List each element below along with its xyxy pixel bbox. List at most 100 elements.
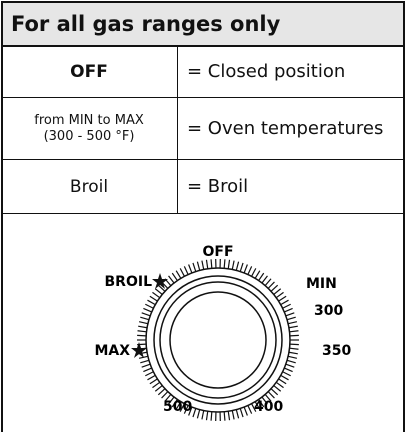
knob-tick — [289, 343, 299, 346]
knob-tick — [175, 401, 182, 410]
meaning-cell: = Broil — [187, 176, 249, 197]
knob-tick — [161, 391, 169, 399]
knob-tick — [278, 295, 287, 302]
knob-ring — [145, 267, 291, 413]
table-title: For all gas ranges only — [1, 1, 405, 47]
knob-label: MAX — [94, 343, 130, 359]
setting-cell: from MIN to MAX (300 - 500 °F) — [1, 98, 178, 159]
knob-tick — [251, 403, 257, 412]
knob-tick — [284, 367, 293, 373]
knob-tick — [247, 266, 253, 275]
knob-tick — [147, 374, 156, 381]
knob-tick — [273, 385, 282, 392]
knob-tick — [261, 396, 268, 405]
knob-tick — [192, 262, 197, 272]
knob-tick — [179, 268, 185, 277]
knob-diagram: OFF MIN 300 350 400 500 MAX BROIL — [94, 244, 351, 421]
knob-tick — [254, 270, 261, 279]
knob-tick — [143, 367, 152, 373]
knob-tick — [137, 334, 147, 337]
knob-label: BROIL — [105, 274, 153, 290]
broil-star-icon — [152, 273, 168, 289]
knob-tick — [267, 391, 275, 399]
knob-tick — [285, 312, 295, 317]
knob-ticks — [137, 259, 299, 421]
knob-tick — [231, 410, 235, 420]
knob-tick — [175, 270, 182, 279]
knob-tick — [138, 321, 149, 325]
knob-tick — [258, 399, 265, 408]
knob-tick — [205, 411, 209, 421]
knob-tick — [168, 275, 175, 284]
knob-tick — [264, 394, 272, 402]
knob-tick — [267, 281, 275, 289]
knob-label: 500 — [163, 399, 192, 415]
max-star-icon — [131, 342, 147, 358]
knob-tick — [223, 411, 226, 421]
knob-tick — [235, 409, 240, 419]
knob-tick — [138, 325, 148, 329]
knob-tick — [147, 299, 156, 306]
knob-tick — [254, 401, 261, 410]
knob-tick — [210, 259, 213, 269]
knob-tick — [152, 291, 161, 299]
knob-tick — [168, 396, 175, 405]
knob-tick — [231, 260, 235, 270]
knob-tick — [287, 355, 298, 359]
knob-ring — [153, 275, 283, 405]
meaning-cell: = Oven temperatures — [187, 118, 384, 139]
knob-tick — [137, 330, 147, 333]
knob-label: OFF — [202, 244, 233, 260]
knob-tick — [289, 334, 299, 337]
knob-tick — [223, 259, 226, 269]
knob-tick — [278, 378, 287, 385]
knob-tick — [264, 278, 272, 286]
knob-tick — [247, 405, 253, 414]
knob-tick — [196, 409, 201, 419]
knob-tick — [280, 299, 289, 306]
table-row: from MIN to MAX (300 - 500 °F) = Oven te… — [1, 98, 405, 160]
knob-tick — [287, 321, 298, 325]
knob-tick — [227, 411, 231, 421]
knob-tick — [145, 303, 154, 309]
knob-tick — [288, 351, 298, 355]
knob-tick — [273, 288, 282, 295]
knob-tick — [192, 408, 197, 418]
knob-label: MIN — [306, 276, 337, 292]
knob-tick — [243, 264, 248, 274]
knob-tick — [196, 261, 201, 271]
table-row: Broil = Broil — [1, 160, 405, 214]
knob-tick — [289, 330, 299, 333]
knob-tick — [188, 406, 193, 416]
knob-tick — [183, 266, 189, 275]
table-row: OFF = Closed position — [1, 46, 405, 98]
knob-tick — [201, 410, 205, 420]
knob-tick — [140, 359, 150, 364]
knob-tick — [183, 405, 189, 414]
knob-tick — [171, 399, 178, 408]
knob-label: 350 — [322, 343, 351, 359]
knob-tick — [251, 268, 257, 277]
knob-tick — [210, 411, 213, 421]
setting-line: from MIN to MAX — [34, 112, 144, 128]
knob-tick — [275, 381, 284, 389]
knob-tick — [154, 385, 163, 392]
knob-tick — [141, 312, 151, 317]
knob-tick — [149, 378, 158, 385]
knob-tick — [201, 260, 205, 270]
knob-tick — [141, 363, 151, 368]
knob-ring — [159, 281, 277, 399]
knob-tick — [140, 316, 150, 321]
knob-tick — [284, 307, 293, 313]
knob-tick — [280, 374, 289, 381]
knob-tick — [157, 284, 166, 292]
knob-tick — [239, 262, 244, 272]
knob-tick — [286, 359, 296, 364]
knob-tick — [157, 388, 166, 396]
knob-label: 400 — [254, 399, 283, 415]
knob-tick — [164, 394, 172, 402]
knob-tick — [235, 261, 240, 271]
knob-tick — [270, 284, 279, 292]
knob-tick — [261, 275, 268, 284]
